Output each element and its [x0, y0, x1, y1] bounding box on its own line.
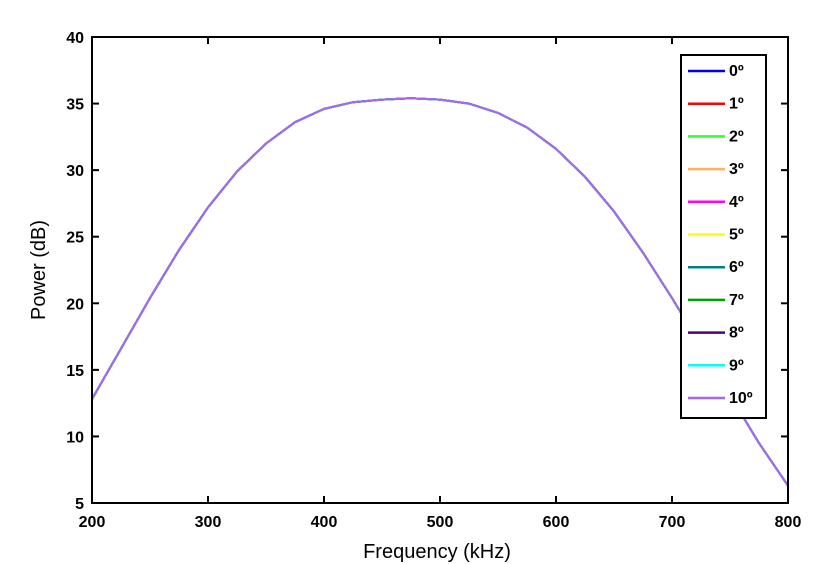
legend-label-9: 9º — [729, 357, 744, 374]
y-tick-label: 40 — [66, 30, 84, 47]
series-line-10 — [91, 97, 789, 487]
x-tick-label: 500 — [427, 514, 454, 531]
y-tick-label: 5 — [75, 496, 84, 513]
legend-label-6: 6º — [729, 259, 744, 276]
plot-background — [92, 37, 788, 503]
legend-label-7: 7º — [729, 292, 744, 309]
y-tick-label: 20 — [66, 296, 84, 313]
y-tick-label: 35 — [66, 97, 84, 114]
x-tick-label: 200 — [79, 514, 106, 531]
legend-label-0: 0º — [729, 63, 744, 80]
legend-label-10: 10º — [729, 390, 753, 407]
ticks-layer: 200 300 400 500 600 700 800 5 10 15 20 25 30 35 40 — [66, 30, 801, 531]
y-tick-label: 30 — [66, 163, 84, 180]
y-axis-title: Power (dB) — [28, 220, 50, 320]
x-tick-label: 300 — [195, 514, 222, 531]
y-tick-label: 25 — [66, 230, 84, 247]
legend: 0º 1º 2º 3º 4º 5º 6º 7º 8º 9º 10º — [680, 54, 767, 419]
y-tick-label: 10 — [66, 429, 84, 446]
x-tick-label: 700 — [659, 514, 686, 531]
legend-label-2: 2º — [729, 128, 744, 145]
series-layer — [91, 97, 789, 487]
y-tick-label: 15 — [66, 363, 84, 380]
legend-label-1: 1º — [729, 96, 744, 113]
x-tick-label: 400 — [311, 514, 338, 531]
x-axis-title: Frequency (kHz) — [363, 541, 511, 563]
legend-box — [680, 54, 767, 419]
legend-label-3: 3º — [729, 161, 744, 178]
legend-label-8: 8º — [729, 325, 744, 342]
legend-label-4: 4º — [729, 194, 744, 211]
legend-label-5: 5º — [729, 227, 744, 244]
x-tick-label: 600 — [543, 514, 570, 531]
x-tick-label: 800 — [775, 514, 802, 531]
